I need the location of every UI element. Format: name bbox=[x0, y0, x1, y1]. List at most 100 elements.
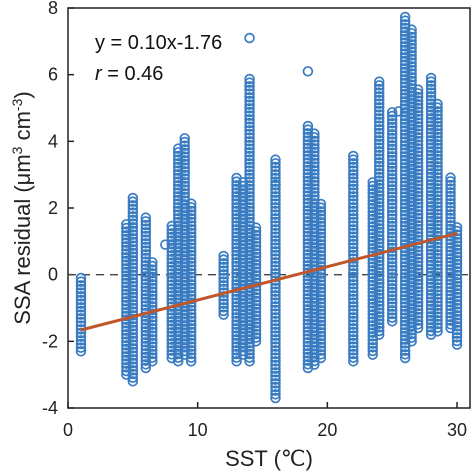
data-point bbox=[399, 125, 411, 136]
data-point bbox=[412, 322, 424, 334]
data-point bbox=[412, 183, 424, 194]
data-point bbox=[432, 307, 443, 319]
data-point bbox=[373, 256, 385, 267]
data-point bbox=[406, 39, 417, 50]
data-point bbox=[451, 299, 463, 310]
data-point bbox=[399, 224, 411, 235]
data-point bbox=[445, 245, 456, 257]
data-point bbox=[445, 297, 456, 308]
data-point bbox=[412, 275, 424, 286]
data-point bbox=[140, 238, 152, 249]
data-point bbox=[399, 323, 411, 334]
data-point bbox=[406, 57, 417, 68]
data-point bbox=[315, 294, 327, 305]
data-point bbox=[127, 321, 139, 332]
data-point bbox=[160, 239, 171, 250]
data-point bbox=[399, 140, 411, 151]
data-point bbox=[309, 187, 320, 198]
data-point bbox=[348, 165, 359, 176]
data-point bbox=[367, 290, 378, 302]
data-point bbox=[432, 106, 443, 117]
data-point bbox=[348, 334, 359, 345]
data-point bbox=[185, 235, 197, 246]
data-point bbox=[373, 230, 385, 241]
data-point bbox=[244, 253, 255, 264]
y-axis-title: SSA residual (μm3 cm-3) bbox=[9, 91, 35, 324]
data-point bbox=[399, 11, 411, 23]
data-point bbox=[373, 267, 385, 278]
data-point bbox=[179, 162, 190, 173]
data-point bbox=[315, 272, 327, 283]
data-point bbox=[386, 202, 398, 213]
data-point bbox=[75, 316, 87, 328]
data-point bbox=[315, 319, 327, 331]
data-point bbox=[244, 187, 255, 198]
data-point bbox=[185, 286, 197, 297]
data-point bbox=[367, 312, 378, 324]
data-point bbox=[250, 328, 262, 340]
data-point bbox=[244, 176, 255, 187]
data-point bbox=[309, 135, 320, 147]
data-point bbox=[140, 359, 152, 370]
data-point bbox=[270, 323, 281, 334]
data-point bbox=[373, 329, 385, 340]
data-point bbox=[179, 158, 190, 170]
data-point bbox=[432, 197, 443, 209]
data-point bbox=[127, 222, 139, 233]
data-point bbox=[386, 198, 398, 210]
data-point bbox=[399, 158, 411, 169]
data-point bbox=[315, 206, 327, 217]
data-point bbox=[412, 91, 424, 103]
data-point bbox=[399, 272, 411, 283]
data-point bbox=[270, 356, 281, 367]
data-point bbox=[399, 338, 411, 349]
data-point bbox=[185, 304, 197, 316]
data-point bbox=[386, 279, 398, 290]
data-point bbox=[412, 216, 424, 227]
data-point bbox=[412, 154, 424, 165]
data-point bbox=[270, 286, 281, 297]
data-point bbox=[445, 260, 456, 271]
data-point bbox=[348, 198, 359, 209]
data-point bbox=[412, 201, 424, 213]
data-point bbox=[412, 187, 424, 198]
data-point bbox=[406, 105, 417, 116]
data-point bbox=[244, 275, 255, 286]
x-tick-label: 0 bbox=[63, 420, 73, 440]
data-point bbox=[386, 286, 398, 298]
data-point bbox=[406, 53, 417, 65]
data-point bbox=[179, 173, 190, 184]
data-point bbox=[412, 124, 424, 136]
data-point bbox=[218, 280, 229, 291]
data-point bbox=[315, 235, 327, 246]
data-point bbox=[185, 253, 197, 264]
data-point bbox=[140, 355, 152, 366]
data-point bbox=[399, 147, 411, 158]
data-point bbox=[445, 223, 456, 235]
data-point bbox=[250, 222, 262, 233]
data-point bbox=[244, 341, 255, 352]
data-point bbox=[309, 165, 320, 176]
data-point bbox=[406, 270, 417, 281]
data-point bbox=[406, 28, 417, 39]
data-point bbox=[75, 294, 87, 306]
data-point bbox=[315, 323, 327, 334]
data-point bbox=[218, 305, 229, 317]
data-point bbox=[244, 180, 255, 191]
data-point bbox=[140, 230, 152, 242]
data-point bbox=[75, 298, 87, 309]
data-point bbox=[250, 237, 262, 248]
data-point bbox=[244, 209, 255, 220]
data-point bbox=[406, 72, 417, 83]
data-point bbox=[399, 316, 411, 327]
data-point bbox=[412, 315, 424, 326]
data-point bbox=[373, 215, 385, 227]
data-point bbox=[367, 210, 378, 221]
data-point bbox=[244, 330, 255, 341]
data-point bbox=[270, 304, 281, 316]
data-point bbox=[127, 328, 139, 339]
data-point bbox=[399, 132, 411, 144]
data-point bbox=[373, 263, 385, 274]
data-point bbox=[399, 283, 411, 294]
data-point bbox=[399, 195, 411, 206]
